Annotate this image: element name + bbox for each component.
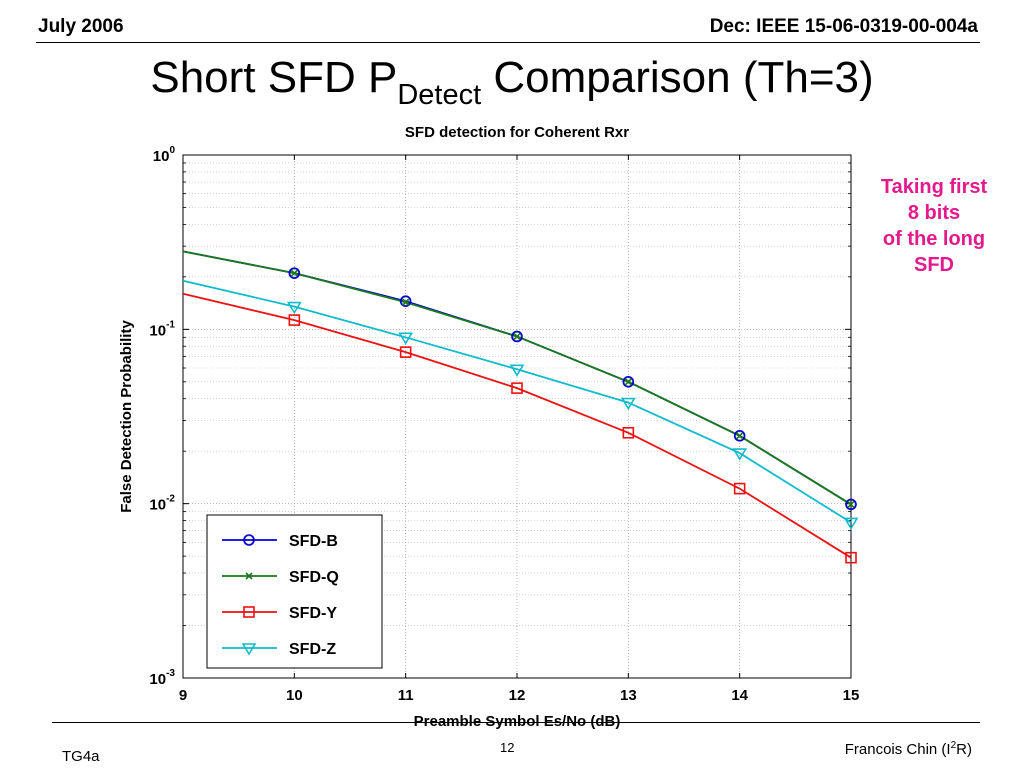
footer-author-main: Francois Chin (I: [844, 741, 951, 758]
data-point-sfd-b: [511, 330, 523, 343]
legend-marker-sfd-b: [244, 535, 254, 545]
x-tick-label: 15: [843, 687, 860, 704]
data-point-sfd-q: [847, 500, 855, 508]
legend-marker-sfd-z: [241, 643, 257, 656]
data-point-sfd-q: [624, 378, 632, 386]
footer-author-sup: 2: [950, 740, 957, 751]
footer-author: Francois Chin (I2R): [845, 740, 972, 758]
header-rule: [36, 42, 980, 43]
legend-label: SFD-Q: [289, 569, 339, 586]
data-point-sfd-z: [620, 397, 636, 411]
data-point-sfd-y: [399, 346, 412, 358]
data-point-sfd-b: [845, 498, 857, 511]
data-point-sfd-z: [398, 332, 414, 345]
side-note-line: SFD: [914, 254, 954, 276]
side-note-line: 8 bits: [907, 202, 961, 224]
footer-group: TG4a: [62, 748, 100, 765]
legend-label: SFD-Y: [289, 605, 337, 622]
x-tick-label: 9: [179, 687, 187, 704]
slide-title: Short SFD PDetect Comparison (Th=3): [0, 53, 1024, 110]
data-point-sfd-q: [402, 298, 410, 306]
slide-title-main: Short SFD P: [150, 53, 398, 102]
x-tick-label: 13: [620, 687, 637, 704]
footer-page-number: 12: [500, 740, 515, 755]
legend-marker-sfd-b: [243, 534, 255, 546]
legend-marker-sfd-q: [245, 572, 253, 580]
header-doc-id: Dec: IEEE 15-06-0319-00-004a: [709, 16, 978, 37]
side-note-line: Taking first: [880, 176, 988, 198]
data-point-sfd-b: [288, 267, 301, 279]
x-tick-label: 11: [398, 687, 414, 704]
series-line-sfd-z: [182, 279, 852, 524]
data-point-sfd-y: [845, 551, 857, 564]
data-point-sfd-z: [509, 364, 525, 377]
series-line-sfd-y: [182, 292, 852, 559]
x-tick-label: 10: [286, 687, 303, 704]
data-point-sfd-b: [624, 377, 633, 387]
data-point-sfd-y: [511, 382, 523, 394]
data-point-sfd-b: [735, 431, 744, 441]
data-point-sfd-z: [732, 448, 748, 461]
data-point-sfd-q: [513, 332, 521, 341]
side-note: Taking first 8 bits of the long SFD: [860, 174, 1008, 278]
data-point-sfd-z: [286, 301, 302, 315]
x-axis-label: Preamble Symbol Es/No (dB): [414, 713, 621, 730]
side-note-line: of the long: [882, 228, 986, 250]
legend-label: SFD-B: [289, 533, 338, 550]
x-tick-label: 14: [731, 687, 748, 704]
data-point-sfd-b: [733, 430, 746, 442]
header-date: July 2006: [38, 16, 124, 37]
data-point-sfd-q: [736, 432, 744, 440]
x-tick-label: 12: [509, 687, 526, 704]
data-point-sfd-b: [846, 500, 856, 509]
data-point-sfd-y: [288, 314, 301, 326]
data-point-sfd-b: [622, 376, 635, 388]
data-point-sfd-b: [290, 268, 299, 278]
slide-title-subscript: Detect: [397, 79, 482, 111]
data-point-sfd-b: [399, 295, 412, 308]
legend-label: SFD-Z: [289, 641, 336, 658]
y-tick-label: 10-2: [149, 494, 175, 514]
legend-marker-sfd-y: [243, 606, 255, 618]
footer-rule: [52, 722, 980, 723]
y-tick-label: 10-1: [149, 319, 175, 339]
footer-author-tail: R): [956, 741, 972, 758]
y-axis-label: False Detection Probability: [118, 320, 135, 513]
y-tick-label: 100: [153, 145, 176, 165]
data-point-sfd-y: [733, 482, 746, 495]
data-point-sfd-q: [290, 269, 298, 277]
chart-title: SFD detection for Coherent Rxr: [405, 124, 629, 141]
data-point-sfd-b: [401, 296, 410, 306]
data-point-sfd-b: [512, 332, 522, 341]
slide-title-tail: Comparison (Th=3): [481, 53, 874, 102]
data-point-sfd-z: [843, 517, 859, 531]
data-point-sfd-y: [622, 426, 635, 439]
y-tick-label: 10-3: [149, 668, 175, 688]
